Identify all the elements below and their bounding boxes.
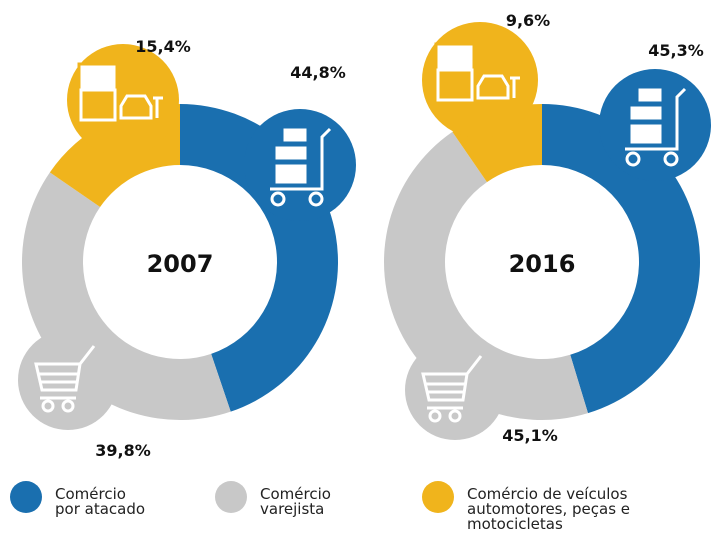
value-label: 15,4% bbox=[135, 37, 191, 56]
wheel bbox=[41, 399, 55, 413]
wheel bbox=[308, 191, 324, 207]
truck-cab bbox=[79, 88, 117, 122]
donut-segment bbox=[542, 104, 700, 414]
trolley-icon bbox=[625, 85, 687, 167]
box bbox=[272, 143, 310, 163]
cart-icon bbox=[34, 345, 96, 413]
wheel bbox=[270, 191, 286, 207]
cart-icon bbox=[421, 355, 483, 423]
truck-box bbox=[434, 42, 476, 72]
truck-cab bbox=[436, 68, 474, 102]
icon-bubble bbox=[18, 330, 118, 430]
car bbox=[476, 74, 510, 100]
box bbox=[280, 125, 310, 145]
box bbox=[635, 85, 665, 105]
wheel bbox=[625, 151, 641, 167]
center-label: 2007 bbox=[147, 250, 214, 278]
value-label: 39,8% bbox=[95, 441, 151, 460]
center-label: 2016 bbox=[509, 250, 576, 278]
bike bbox=[510, 76, 520, 98]
wheel bbox=[61, 399, 75, 413]
car bbox=[119, 94, 153, 120]
legend-swatch bbox=[10, 481, 42, 513]
box bbox=[272, 161, 310, 187]
trolley-icon bbox=[270, 125, 332, 207]
wheel bbox=[428, 409, 442, 423]
box bbox=[627, 103, 665, 123]
legend-label: Comércio varejista bbox=[260, 485, 331, 518]
frame bbox=[625, 87, 687, 151]
value-label: 45,1% bbox=[502, 426, 558, 445]
basket bbox=[34, 345, 96, 400]
basket bbox=[421, 355, 483, 410]
value-label: 45,3% bbox=[648, 41, 704, 60]
value-label: 9,6% bbox=[506, 11, 550, 30]
chart: 2007 44,8% 39,8% 15,4% 2016 45,3% 45,1% 9,6% bbox=[18, 11, 711, 460]
truck-box bbox=[77, 62, 119, 92]
frame bbox=[270, 127, 332, 191]
box bbox=[627, 121, 665, 147]
legend-label: Comércio por atacado bbox=[55, 485, 146, 518]
wheel bbox=[663, 151, 679, 167]
legend-swatch bbox=[215, 481, 247, 513]
vehicles-icon bbox=[434, 42, 520, 102]
value-label: 44,8% bbox=[290, 63, 346, 82]
vehicles-icon bbox=[77, 62, 163, 122]
legend-swatch bbox=[422, 481, 454, 513]
icon-bubble bbox=[405, 340, 505, 440]
bike bbox=[153, 96, 163, 118]
legend-label: Comércio de veículos automotores, peças … bbox=[467, 485, 631, 533]
wheel bbox=[448, 409, 462, 423]
